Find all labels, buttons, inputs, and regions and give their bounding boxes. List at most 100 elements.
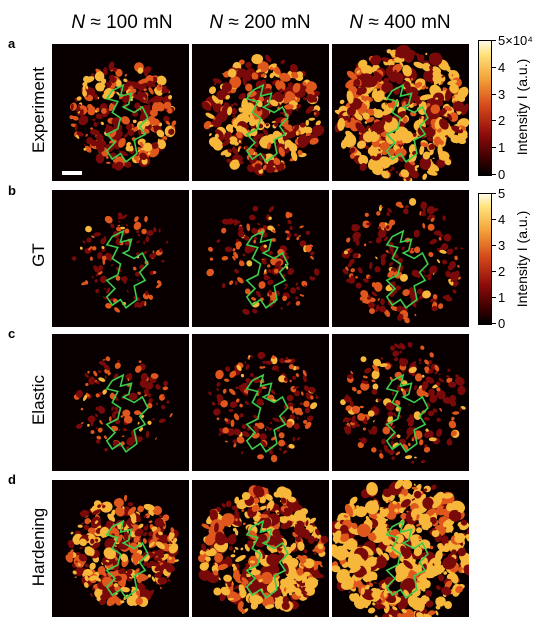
contact-spot: [126, 595, 137, 607]
contact-spot: [310, 395, 314, 400]
contact-spot: [278, 79, 281, 82]
contact-spot: [296, 236, 300, 241]
contact-spot: [294, 521, 297, 525]
contact-spot: [371, 591, 381, 600]
contact-spot: [277, 511, 280, 515]
contact-spot: [216, 417, 220, 421]
contact-spot: [129, 576, 133, 579]
contact-spot: [233, 593, 241, 601]
contact-spot: [151, 565, 156, 573]
contact-spot: [158, 558, 163, 562]
contact-spot: [238, 140, 242, 143]
contact-spot: [213, 82, 217, 86]
contact-spot: [114, 406, 118, 411]
contact-spot: [216, 394, 224, 401]
contact-map-image: [69, 61, 177, 171]
contact-spot: [230, 103, 234, 108]
contact-spot: [198, 569, 212, 581]
contact-spot: [432, 92, 445, 105]
contact-spot: [442, 259, 448, 265]
contact-spot: [156, 549, 162, 556]
contact-spot: [432, 294, 438, 300]
contact-spot: [300, 564, 305, 568]
contact-spot: [445, 270, 452, 278]
contact-spot: [103, 364, 111, 371]
contact-spot: [399, 146, 402, 149]
contact-spot: [285, 230, 290, 234]
contact-spot: [95, 133, 104, 142]
contact-spot: [201, 543, 207, 552]
contact-spot: [371, 88, 378, 99]
contact-spot: [229, 401, 238, 408]
contact-spot: [118, 568, 126, 575]
contact-spot: [229, 388, 236, 396]
colorbar-gradient: [478, 40, 492, 176]
contact-spot: [95, 82, 105, 92]
contact-spot: [382, 107, 394, 116]
contact-spot: [85, 133, 88, 137]
contact-spot: [247, 356, 251, 360]
contact-map-image: [340, 341, 466, 464]
contact-spot: [268, 538, 276, 546]
contact-spot: [419, 156, 432, 170]
contact-spot: [110, 223, 115, 229]
contact-spot: [86, 237, 92, 243]
contact-spot: [105, 305, 109, 309]
contact-spot: [216, 382, 221, 387]
contact-spot: [378, 109, 382, 114]
contact-spot: [118, 150, 128, 157]
contact-spot: [145, 290, 149, 296]
contact-spot: [292, 436, 295, 442]
contact-spot: [88, 246, 93, 251]
contact-spot: [369, 308, 375, 314]
colorbar-tick-mark: [492, 147, 496, 149]
contact-spot: [268, 449, 274, 455]
contact-spot: [461, 566, 464, 568]
contact-spot: [155, 571, 162, 579]
contact-spot: [72, 570, 77, 575]
contact-spot: [379, 81, 385, 84]
contact-spot: [406, 416, 414, 422]
contact-spot: [265, 428, 267, 431]
contact-spot: [126, 123, 133, 131]
contact-spot: [449, 394, 457, 402]
contact-spot: [272, 229, 276, 234]
contact-spot: [438, 237, 442, 241]
contact-spot: [156, 75, 167, 86]
contact-spot: [114, 556, 118, 561]
contact-spot: [375, 256, 378, 260]
contact-spot: [296, 416, 299, 420]
contact-spot: [231, 107, 238, 115]
contact-spot: [137, 421, 140, 425]
colorbar-gradient: [478, 193, 492, 325]
contact-spot: [257, 422, 265, 430]
contact-spot: [227, 148, 233, 153]
contact-spot: [374, 557, 378, 560]
contact-spot: [282, 136, 287, 141]
contact-spot: [429, 149, 434, 156]
contact-spot: [106, 161, 111, 164]
contact-spot: [387, 608, 401, 617]
column-title-400mN: N ≈ 400 mN: [330, 12, 470, 34]
contact-spot: [357, 441, 364, 449]
contact-spot: [127, 378, 130, 381]
contact-spot: [385, 225, 390, 229]
contact-spot: [158, 523, 166, 528]
contact-spot: [466, 536, 469, 542]
contact-spot: [231, 147, 239, 155]
contact-spot: [134, 301, 139, 308]
contact-spot: [158, 228, 161, 233]
contact-spot: [224, 246, 233, 253]
contact-spot: [370, 500, 379, 509]
contact-spot: [119, 539, 129, 550]
contact-spot: [139, 152, 148, 160]
contact-spot: [400, 545, 409, 559]
contact-spot: [239, 589, 247, 599]
contact-spot: [84, 563, 89, 568]
contact-spot: [387, 270, 395, 278]
contact-spot: [386, 545, 394, 553]
contact-spot: [90, 127, 93, 130]
contact-spot: [403, 208, 409, 215]
contact-spot: [168, 128, 175, 135]
contact-spot: [284, 91, 295, 102]
